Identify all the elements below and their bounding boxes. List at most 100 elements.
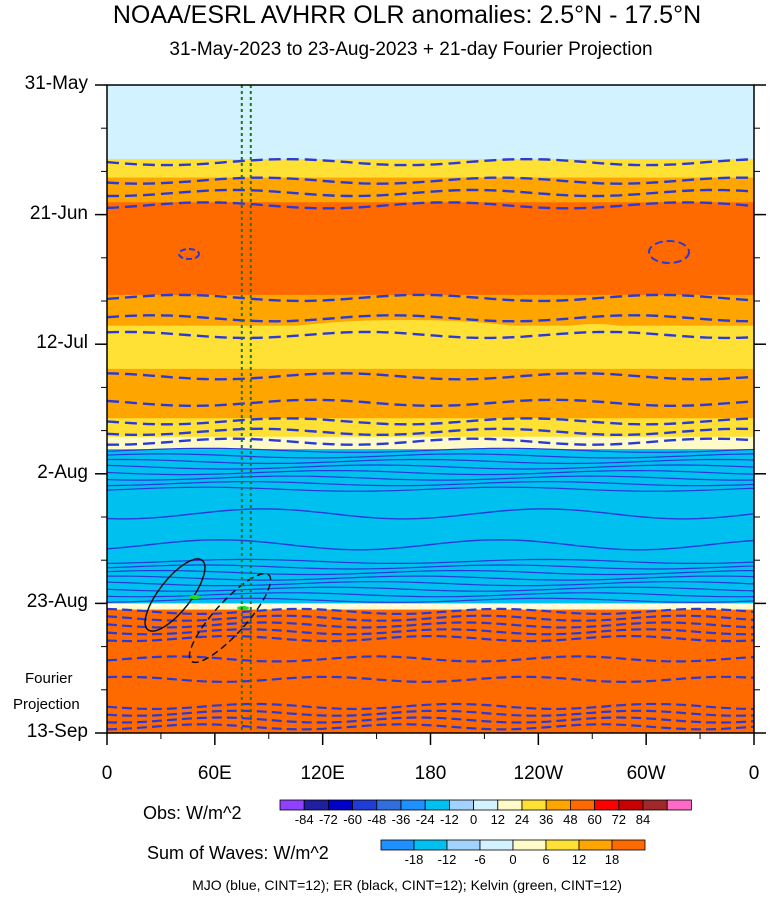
mjo-contour-solid [107, 447, 754, 453]
mjo-contour-dashed [107, 628, 754, 636]
mjo-contour-solid [107, 581, 754, 587]
anomaly-cell [245, 320, 565, 364]
anomaly-band [107, 368, 754, 419]
obs-colorbar-tick-label: 72 [611, 812, 627, 827]
obs-colorbar-swatch [376, 799, 402, 811]
obs-colorbar-swatch [327, 799, 353, 811]
obs-colorbar-swatch [545, 799, 571, 811]
waves-colorbar-tick-label: 6 [542, 852, 550, 867]
mjo-contour-dashed [648, 240, 690, 264]
obs-colorbar-title: Obs: W/m^2 [143, 803, 242, 823]
waves-colorbar-tick-label: 12 [571, 852, 587, 867]
kelvin-contour [189, 595, 201, 599]
waves-colorbar-title: Sum of Waves: W/m^2 [147, 843, 329, 863]
obs-colorbar-tick-label: 24 [514, 812, 530, 827]
mjo-contour-dashed [178, 248, 200, 260]
obs-colorbar-swatch [642, 799, 668, 811]
y-tick-label: 2-Aug [37, 461, 88, 483]
kelvin-contour [237, 606, 249, 610]
projection-label-line1: Fourier [25, 670, 73, 687]
mjo-contour-dashed [107, 437, 754, 446]
anomaly-band [107, 436, 754, 450]
reference-lines [240, 85, 252, 733]
mjo-contour-dashed [107, 723, 754, 731]
waves-colorbar-tick-label: -12 [437, 852, 457, 867]
y-tick-label: 23-Aug [26, 591, 88, 613]
mjo-contour-dashed [107, 201, 754, 210]
projection-label-line2: Projection [13, 696, 80, 713]
mjo-contour-solid [107, 475, 754, 481]
colorbar-obs [279, 799, 692, 811]
er-contour-dashed [188, 572, 272, 664]
mjo-contour-solid [107, 564, 754, 570]
obs-colorbar-tick-label: 48 [563, 812, 578, 827]
obs-colorbar-tick-label: 84 [635, 812, 651, 827]
mjo-contour-solid [107, 586, 754, 592]
x-tick-label: 60E [197, 763, 232, 784]
obs-colorbar-tick-label: 12 [490, 812, 506, 827]
obs-colorbar-swatch [594, 799, 620, 811]
er-contour-solid [144, 558, 206, 632]
obs-colorbar-swatch [497, 799, 523, 811]
y-tick-label: 31-May [24, 73, 88, 94]
obs-colorbar-tick-label: 36 [538, 812, 554, 827]
mjo-contour-dashed [107, 398, 754, 407]
axis-ticks [95, 84, 766, 745]
mjo-contour-dashed [107, 417, 754, 426]
mjo-contour-solid [107, 481, 754, 487]
mjo-contour-dashed [107, 314, 754, 323]
anomaly-band [107, 159, 754, 179]
mjo-contour-dashed [107, 188, 754, 198]
mjo-contour-solid [107, 558, 754, 564]
mjo-contour-dashed [107, 176, 754, 185]
obs-colorbar-tick-label: 0 [469, 812, 478, 827]
obs-colorbar-swatch [303, 799, 329, 811]
chart-subtitle: 31-May-2023 to 23-Aug-2023 + 21-day Four… [169, 39, 653, 60]
mjo-contour-dashed [107, 655, 754, 663]
mjo-contour-dashed [107, 702, 754, 711]
mjo-contour-dashed [107, 158, 754, 167]
wave-legend-footnote: MJO (blue, CINT=12); ER (black, CINT=12)… [192, 877, 622, 893]
mjo-contour-solid [107, 592, 754, 598]
obs-colorbar-tick-label: -12 [439, 812, 459, 827]
obs-colorbar-swatch [666, 799, 692, 811]
obs-colorbar-swatch [400, 799, 426, 811]
mjo-contour-dashed [107, 621, 754, 629]
anomaly-cell [535, 324, 655, 366]
x-tick-label: 120E [300, 763, 345, 784]
waves-colorbar-swatch [545, 839, 580, 851]
mjo-contour-dashed [107, 635, 754, 643]
mjo-contour-solid [107, 464, 754, 470]
y-tick-label: 21-Jun [29, 202, 88, 224]
mjo-contour-dashed [107, 709, 754, 717]
mjo-contour-solid [107, 539, 754, 551]
anomaly-band [107, 609, 754, 733]
colorbar-waves [380, 839, 646, 851]
y-tick-label: 12-Jul [36, 332, 88, 354]
anomaly-cell [710, 329, 754, 359]
anomaly-band [107, 202, 754, 296]
obs-colorbar-swatch [618, 799, 644, 811]
x-tick-label: 120W [513, 763, 564, 784]
obs-colorbar-swatch [352, 799, 378, 811]
waves-colorbar-tick-label: 18 [604, 852, 620, 867]
mjo-contour-dashed [107, 330, 754, 340]
obs-colorbar-swatch [473, 799, 499, 811]
anomaly-band [107, 85, 754, 160]
obs-colorbar-swatch [521, 799, 547, 811]
obs-colorbar-tick-label: -48 [367, 812, 387, 827]
mjo-contour-dashed [107, 614, 754, 622]
mjo-contour-solid [107, 458, 754, 465]
obs-colorbar-swatch [448, 799, 474, 811]
x-tick-label: 0 [101, 763, 113, 784]
x-tick-label: 0 [748, 763, 760, 784]
obs-colorbar-tick-label: 60 [587, 812, 602, 827]
anomaly-cell [107, 328, 178, 360]
obs-colorbar-swatch [424, 799, 450, 811]
obs-colorbar-tick-label: -72 [318, 812, 338, 827]
mjo-contour-solid [107, 486, 754, 492]
mjo-contour-dashed [107, 427, 754, 436]
mjo-contour-dashed [107, 716, 754, 724]
mjo-contour-solid [107, 569, 754, 576]
